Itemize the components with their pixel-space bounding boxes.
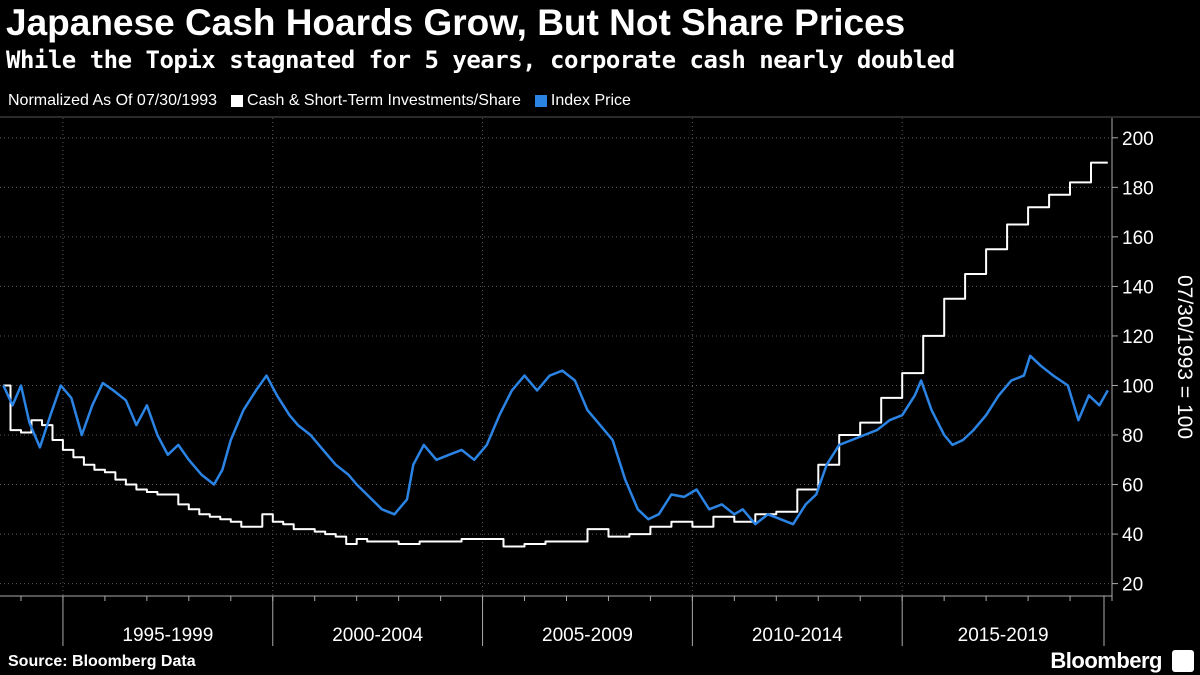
y-tick-label: 60 — [1122, 476, 1143, 497]
legend: Normalized As Of 07/30/1993 Cash & Short… — [8, 92, 631, 110]
legend-note: Normalized As Of 07/30/1993 — [8, 92, 218, 109]
legend-item-index: Index Price — [534, 92, 631, 110]
y-tick-label: 20 — [1122, 575, 1143, 596]
series-line-index — [2, 354, 1109, 526]
y-tick-label: 120 — [1122, 327, 1154, 348]
legend-label-cash: Cash & Short-Term Investments/Share — [247, 92, 521, 109]
legend-swatch-index — [534, 95, 547, 107]
x-group-label: 2000-2004 — [332, 625, 423, 646]
bloomberg-logo-icon — [1172, 650, 1194, 672]
y-tick-label: 180 — [1122, 178, 1154, 199]
legend-label-index: Index Price — [550, 92, 631, 109]
series-line-cash — [3, 161, 1108, 548]
legend-swatch-cash — [231, 95, 244, 107]
brand-logo-text: Bloomberg — [1050, 648, 1162, 673]
x-group-label: 1995-1999 — [122, 625, 213, 646]
x-group-label: 2010-2014 — [752, 625, 843, 646]
source-note: Source: Bloomberg Data — [8, 653, 196, 670]
legend-item-cash: Cash & Short-Term Investments/Share — [231, 92, 521, 110]
chart-title: Japanese Cash Hoards Grow, But Not Share… — [6, 2, 906, 43]
chart-subtitle: While the Topix stagnated for 5 years, c… — [6, 46, 955, 74]
y-tick-label: 100 — [1122, 376, 1154, 397]
x-group-label: 2015-2019 — [958, 625, 1049, 646]
y-tick-label: 80 — [1122, 426, 1143, 447]
y-axis-title: 07/30/1993 = 100 — [1173, 275, 1196, 439]
y-tick-label: 200 — [1122, 129, 1154, 150]
x-group-label: 2005-2009 — [542, 625, 633, 646]
y-tick-label: 140 — [1122, 277, 1154, 298]
y-tick-label: 160 — [1122, 228, 1154, 249]
y-tick-label: 40 — [1122, 525, 1143, 546]
